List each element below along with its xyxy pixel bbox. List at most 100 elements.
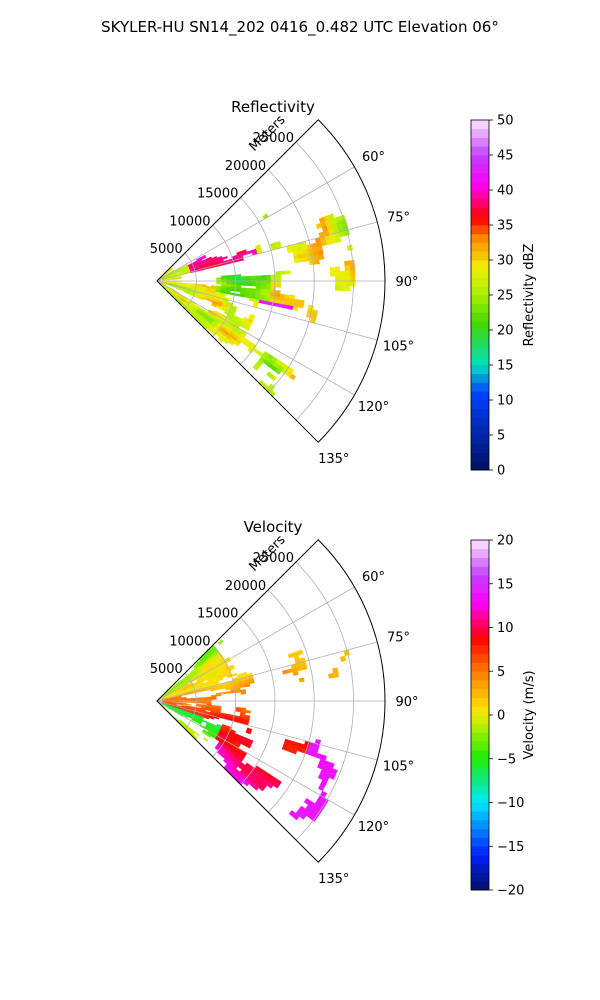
radar-cell	[248, 680, 255, 684]
radar-cell	[211, 697, 217, 700]
radar-cell	[350, 275, 356, 282]
radar-cell	[240, 283, 247, 286]
radar-cell	[334, 266, 341, 272]
radar-cell	[349, 265, 356, 272]
radar-cell	[245, 283, 252, 287]
azimuth-tick-label: 120°	[358, 820, 389, 835]
radar-cell	[250, 275, 257, 279]
range-tick-label: 20000	[225, 159, 266, 174]
radar-cell	[252, 364, 260, 371]
colorbar-swatch	[471, 618, 489, 628]
radar-cell	[335, 280, 341, 286]
colorbar-label: Reflectivity dBZ	[522, 244, 537, 347]
colorbar-swatch	[471, 181, 489, 191]
colorbar-swatch	[471, 863, 489, 873]
colorbar-swatch	[471, 373, 489, 383]
radar-cell	[255, 280, 262, 284]
colorbar-swatch	[471, 557, 489, 567]
radar-cell	[345, 280, 351, 287]
azimuth-tick-label: 135°	[318, 452, 349, 467]
radar-cell	[273, 782, 280, 789]
colorbar-swatch	[471, 881, 489, 891]
colorbar-swatch	[471, 688, 489, 698]
colorbar-swatch	[471, 137, 489, 147]
radar-cell	[328, 672, 335, 679]
radar-cell	[245, 743, 252, 749]
radar-cell	[339, 655, 347, 662]
azimuth-line	[156, 586, 355, 702]
radar-cell	[216, 694, 222, 697]
radar-cell	[196, 701, 202, 704]
radar-cell	[186, 701, 192, 703]
radar-cell	[244, 294, 251, 299]
azimuth-tick-label: 75°	[387, 210, 410, 225]
colorbar-swatch	[471, 837, 489, 847]
radar-cell	[265, 274, 272, 279]
radar-cell	[313, 255, 320, 261]
radar-cell	[217, 337, 224, 343]
colorbar-tick-label: 0	[497, 464, 505, 479]
radar-cell	[205, 733, 212, 738]
colorbar-tick-label: 15	[497, 577, 514, 592]
colorbar-swatch	[471, 732, 489, 742]
colorbar-swatch	[471, 662, 489, 672]
radar-cell	[335, 236, 342, 244]
colorbar-tick-label: 40	[497, 184, 514, 199]
radar-cell	[235, 289, 241, 293]
radar-cell	[340, 280, 346, 287]
colorbar-swatch	[471, 172, 489, 182]
radar-cell	[176, 275, 182, 278]
radar-cell	[344, 265, 351, 272]
radar-cell	[217, 677, 224, 682]
radar-cell	[240, 691, 247, 695]
azimuth-line	[156, 280, 378, 341]
azimuth-line	[156, 641, 378, 702]
radar-cell	[176, 277, 182, 280]
radar-cell	[231, 672, 238, 677]
radar-cell	[246, 250, 253, 255]
colorbar-swatch	[471, 697, 489, 707]
colorbar-tick-label: 20	[497, 324, 514, 339]
colorbar-swatch	[471, 312, 489, 322]
radar-cell	[206, 697, 212, 700]
radar-cell	[250, 283, 257, 287]
radar-cell	[275, 274, 282, 279]
radar-cell	[265, 283, 272, 288]
radar-cell	[235, 689, 241, 693]
radar-cell	[223, 338, 229, 345]
radar-cell	[255, 283, 262, 287]
colorbar-swatch	[471, 417, 489, 427]
radar-cell	[280, 270, 286, 275]
colorbar-swatch	[471, 443, 489, 453]
radar-cell	[298, 677, 305, 683]
radar-cell	[191, 701, 197, 704]
radar-cell	[181, 701, 187, 703]
panel-title: Reflectivity	[231, 98, 315, 116]
radar-cell	[252, 784, 260, 791]
radar-cell	[171, 281, 177, 283]
colorbar-swatch	[471, 846, 489, 856]
radar-cell	[208, 716, 215, 720]
radar-cell	[228, 340, 235, 346]
radar-cell	[171, 278, 177, 280]
colorbar-swatch	[471, 391, 489, 401]
radar-cell	[349, 270, 356, 277]
radar-cell	[330, 271, 336, 277]
colorbar-swatch	[471, 400, 489, 410]
colorbar-swatch	[471, 741, 489, 751]
polar-grid	[156, 561, 385, 841]
radar-cell	[298, 303, 305, 309]
velocity-panel: Velocity500010000150002000025000Meters60…	[150, 518, 537, 899]
radar-cell	[345, 275, 351, 282]
azimuth-tick-label: 60°	[362, 570, 385, 585]
colorbar-swatch	[471, 855, 489, 865]
radar-cell	[186, 703, 192, 706]
panel-title: Velocity	[244, 518, 303, 536]
radar-cell	[329, 266, 336, 273]
radar-cell	[292, 670, 299, 676]
radar-cell	[226, 276, 232, 280]
colorbar-swatch	[471, 260, 489, 270]
radar-cell	[282, 304, 289, 309]
range-tick-label: 10000	[169, 214, 210, 229]
